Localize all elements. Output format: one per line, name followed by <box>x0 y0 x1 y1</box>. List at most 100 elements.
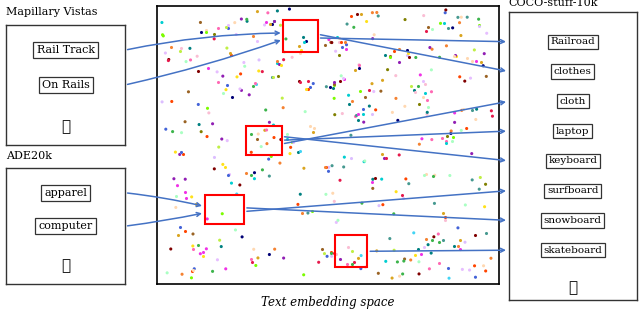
Point <box>171 205 181 210</box>
Point <box>226 52 236 57</box>
Point <box>216 244 227 249</box>
Point <box>166 44 177 49</box>
Text: snowboard: snowboard <box>544 216 602 225</box>
Point <box>391 189 401 194</box>
Point <box>349 68 360 73</box>
Point <box>198 253 209 258</box>
Point <box>388 211 399 216</box>
Point <box>264 252 275 257</box>
Point <box>344 102 354 107</box>
Point <box>399 256 410 261</box>
Point <box>328 83 339 88</box>
Point <box>478 63 488 68</box>
Point <box>160 51 170 56</box>
Point <box>222 46 232 51</box>
Point <box>301 38 311 43</box>
Point <box>298 35 308 40</box>
Point <box>385 53 395 58</box>
Point <box>351 113 361 118</box>
Point <box>177 130 187 135</box>
Point <box>187 269 197 274</box>
Point <box>420 91 430 96</box>
Text: laptop: laptop <box>556 127 589 135</box>
Point <box>410 89 420 94</box>
Point <box>397 193 408 197</box>
Text: computer: computer <box>38 221 93 231</box>
Point <box>326 250 336 255</box>
Point <box>414 271 424 276</box>
Point <box>201 246 211 251</box>
Point <box>250 176 260 181</box>
Point <box>252 9 262 14</box>
Point <box>422 112 432 117</box>
Point <box>362 19 372 24</box>
Point <box>445 173 455 178</box>
Point <box>218 90 228 95</box>
Point <box>359 159 369 164</box>
Point <box>285 145 296 150</box>
Point <box>339 76 349 81</box>
Point <box>457 267 467 272</box>
Point <box>293 202 303 207</box>
Point <box>481 74 492 79</box>
Point <box>422 110 433 115</box>
Point <box>381 155 391 160</box>
Point <box>435 21 445 26</box>
Point <box>319 251 330 256</box>
Point <box>276 137 286 142</box>
Point <box>246 150 257 155</box>
Point <box>253 256 263 261</box>
Point <box>330 49 340 54</box>
Bar <box>284 20 317 52</box>
Point <box>157 20 167 25</box>
Point <box>221 266 231 271</box>
Point <box>232 74 242 79</box>
Point <box>440 217 450 222</box>
Point <box>168 129 178 134</box>
Point <box>474 22 484 27</box>
Point <box>347 98 357 103</box>
Point <box>209 37 220 41</box>
Point <box>246 131 257 136</box>
Text: Rail Track: Rail Track <box>36 45 95 55</box>
Point <box>378 78 388 83</box>
Point <box>323 169 333 174</box>
Point <box>269 135 279 140</box>
Point <box>443 26 453 31</box>
Point <box>342 261 352 266</box>
Point <box>453 225 463 230</box>
Point <box>346 156 356 161</box>
Point <box>157 32 168 37</box>
Point <box>467 178 477 183</box>
Point <box>469 47 479 52</box>
Point <box>367 186 378 191</box>
Point <box>295 192 305 197</box>
Point <box>281 37 291 41</box>
Point <box>423 105 433 110</box>
Point <box>403 51 413 56</box>
Point <box>387 110 397 115</box>
Point <box>449 53 460 58</box>
Point <box>264 120 275 125</box>
Point <box>201 27 211 32</box>
Point <box>435 55 445 60</box>
Point <box>416 251 426 256</box>
Point <box>424 266 435 271</box>
Point <box>202 134 212 139</box>
Point <box>251 82 261 87</box>
Text: COCO-stuff-10k: COCO-stuff-10k <box>509 0 598 8</box>
Point <box>357 201 367 206</box>
Point <box>232 192 242 197</box>
Point <box>279 50 289 55</box>
Point <box>433 240 444 245</box>
Point <box>294 43 304 48</box>
Point <box>180 119 190 124</box>
Point <box>239 64 250 69</box>
Point <box>248 247 259 252</box>
Point <box>166 99 177 104</box>
Point <box>328 81 339 86</box>
Point <box>467 58 477 63</box>
Point <box>236 71 246 76</box>
Point <box>465 268 475 273</box>
Point <box>284 7 294 12</box>
